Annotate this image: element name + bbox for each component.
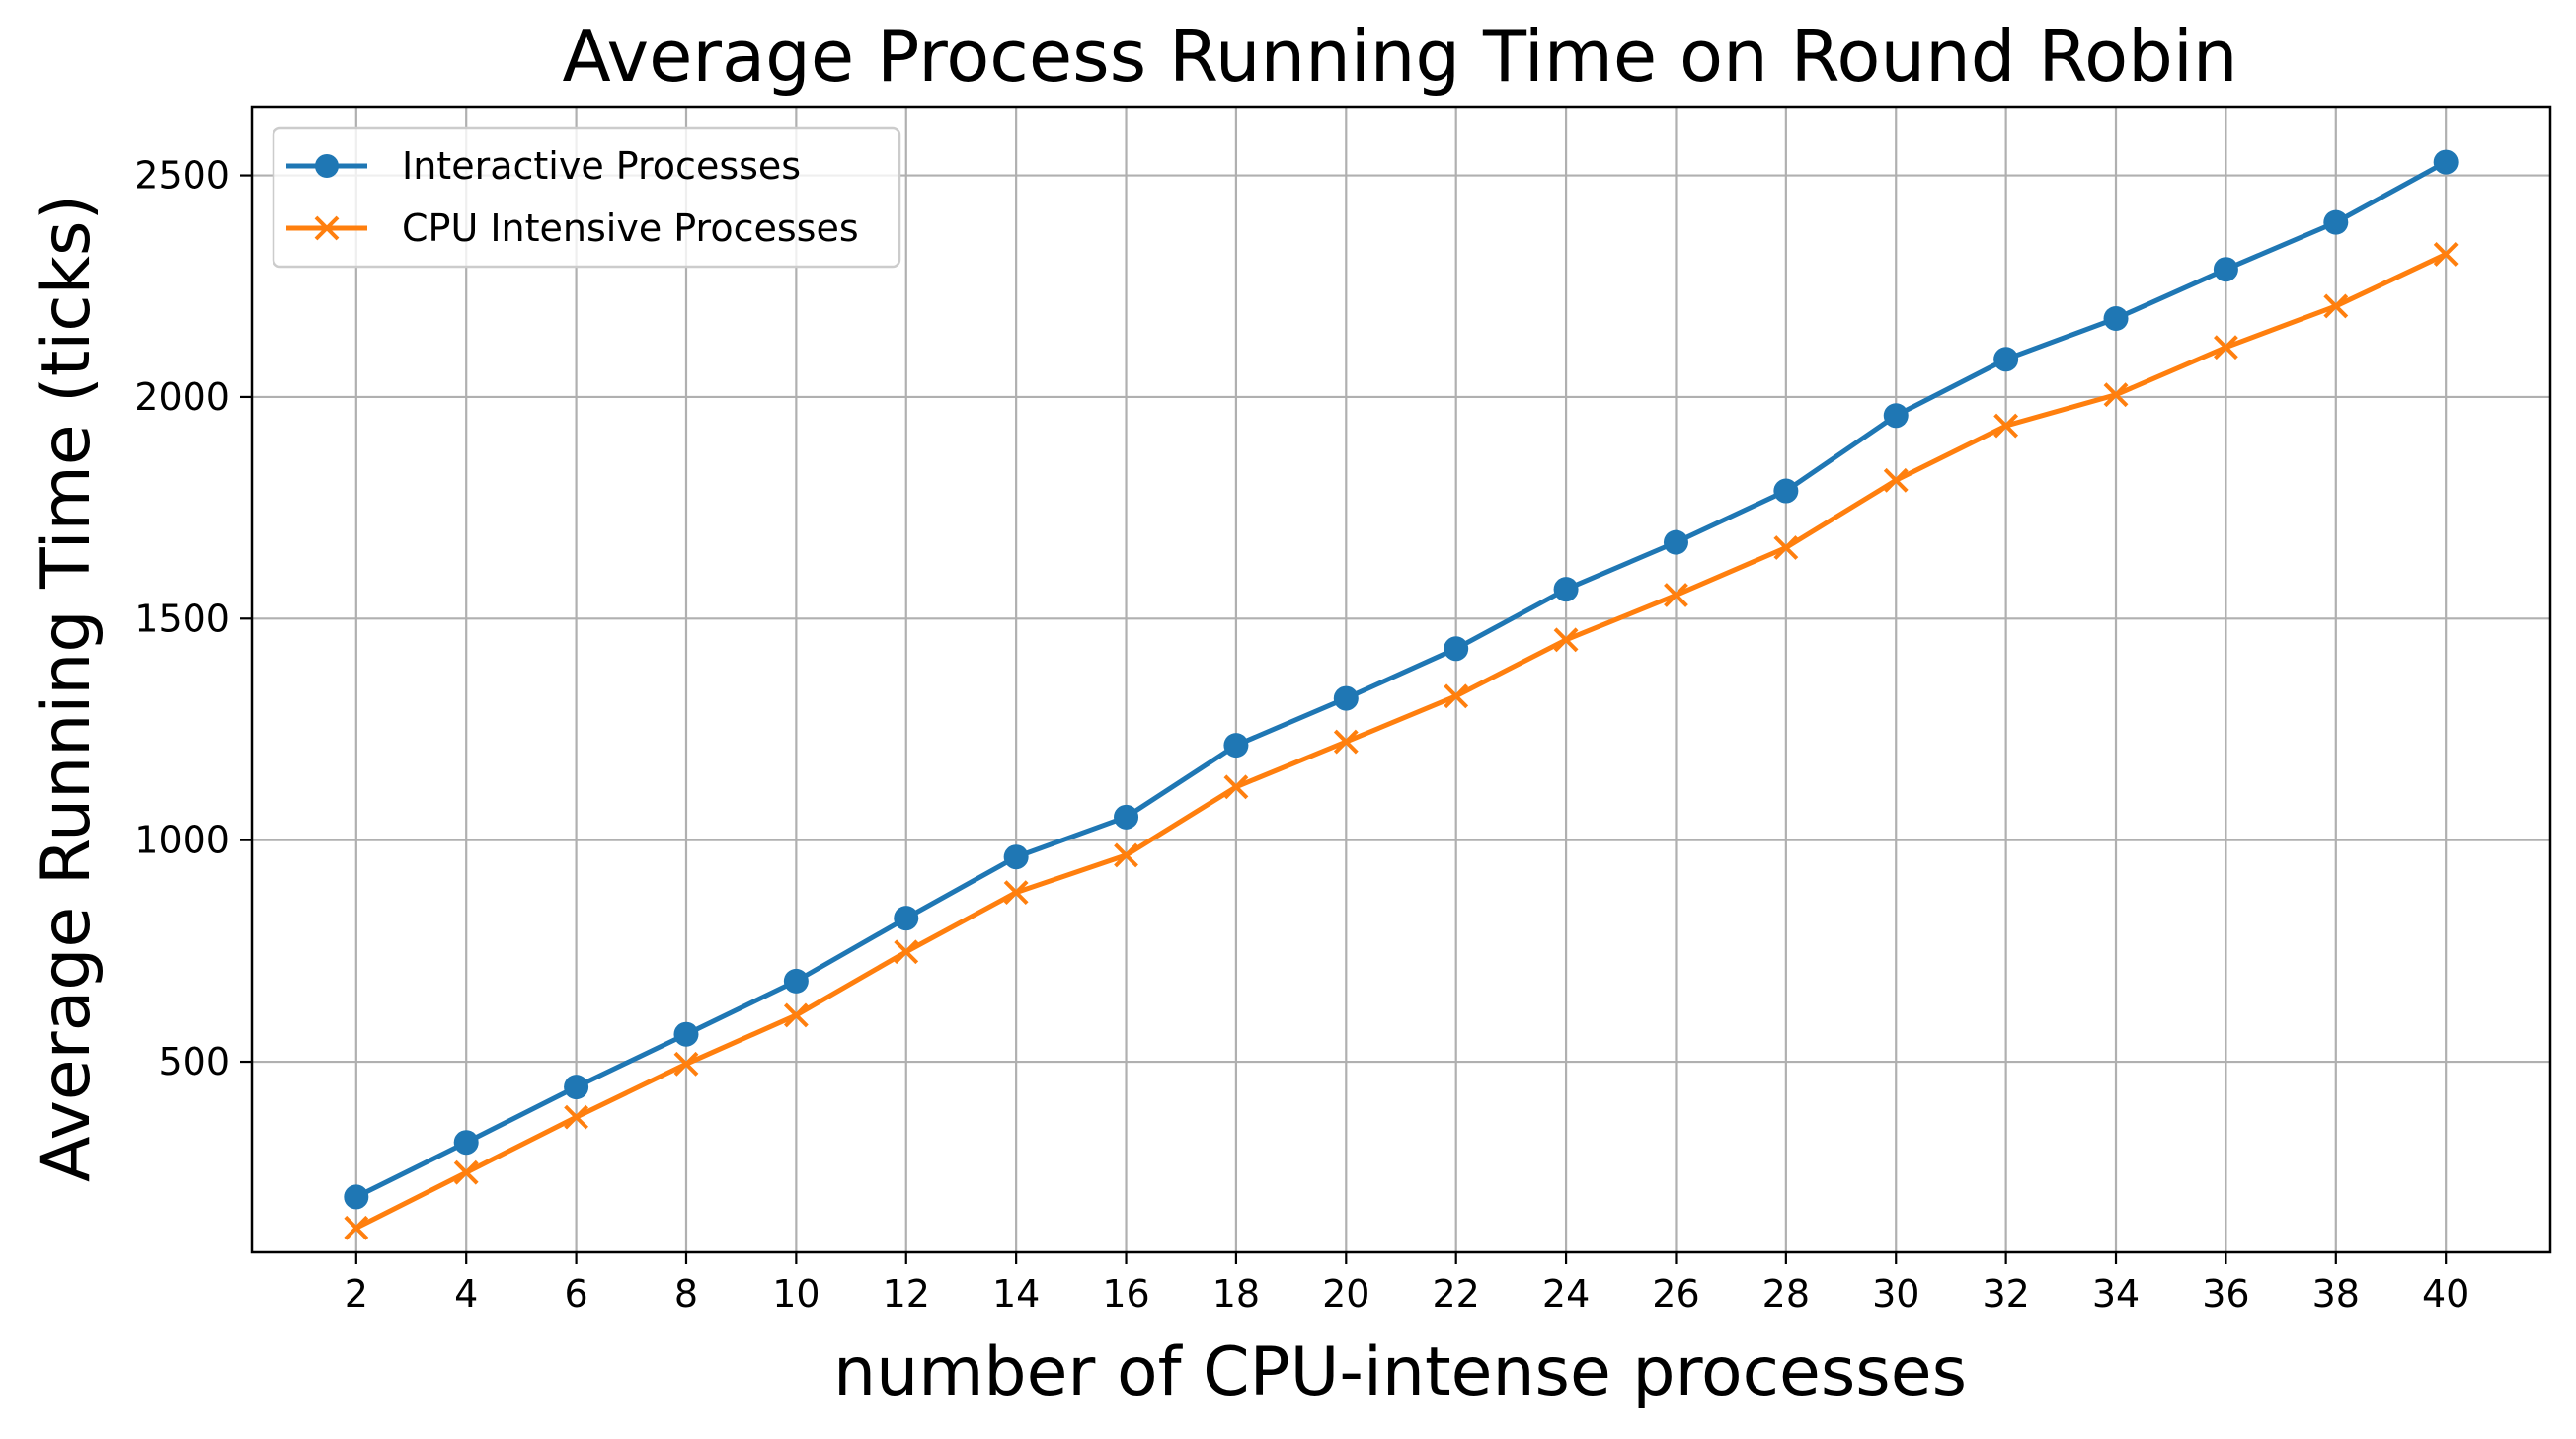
x-tick-label: 18 xyxy=(1212,1272,1260,1316)
data-point xyxy=(1333,729,1359,755)
legend: Interactive Processes CPU Intensive Proc… xyxy=(272,126,901,269)
plot-area-frame xyxy=(250,105,2552,1254)
data-point xyxy=(1553,577,1579,602)
series-line xyxy=(354,252,2448,1231)
y-tick-label: 2500 xyxy=(134,154,230,198)
y-tick-label: 500 xyxy=(158,1040,230,1083)
data-point xyxy=(1003,844,1029,870)
x-tick-label: 2 xyxy=(345,1272,368,1316)
data-point xyxy=(1003,880,1029,906)
y-axis-label: Average Running Time (ticks) xyxy=(28,195,106,1182)
data-point xyxy=(344,1215,369,1240)
data-point xyxy=(894,939,919,965)
legend-marker-x-icon xyxy=(314,215,340,241)
legend-box xyxy=(272,126,901,269)
x-tick-label: 28 xyxy=(1762,1272,1810,1316)
x-tick-label: 38 xyxy=(2312,1272,2360,1316)
data-point xyxy=(2433,242,2459,267)
x-tick-label: 30 xyxy=(1872,1272,1919,1316)
x-tick-label: 32 xyxy=(1982,1272,2029,1316)
data-point xyxy=(1553,627,1579,653)
x-axis-label: number of CPU-intense processes xyxy=(833,1333,1967,1411)
legend-entry-cpu: CPU Intensive Processes xyxy=(286,206,859,250)
data-point xyxy=(2433,149,2459,175)
data-point xyxy=(2103,305,2129,331)
data-point xyxy=(1444,636,1469,662)
x-tick-label: 12 xyxy=(883,1272,930,1316)
y-tick-label: 2000 xyxy=(134,375,230,419)
data-point xyxy=(564,1075,589,1100)
data-point xyxy=(2323,209,2349,235)
data-point xyxy=(564,1104,589,1130)
data-point xyxy=(1883,403,1909,429)
series-interactive xyxy=(344,149,2459,1210)
legend-label-interactive: Interactive Processes xyxy=(402,144,801,188)
x-axis-ticks: 2 4 6 8 10 12 14 16 18 20 22 24 26 28 30 32 34 36 38 40 xyxy=(345,1252,2469,1316)
data-point xyxy=(2213,257,2238,282)
x-tick-label: 6 xyxy=(564,1272,587,1316)
x-tick-label: 4 xyxy=(454,1272,478,1316)
data-point xyxy=(1664,583,1688,607)
x-tick-label: 34 xyxy=(2092,1272,2140,1316)
data-point xyxy=(1114,804,1139,830)
x-tick-label: 40 xyxy=(2422,1272,2469,1316)
data-point xyxy=(1114,842,1138,868)
data-point xyxy=(894,906,919,931)
data-point xyxy=(344,1184,369,1210)
legend-marker-circle-icon xyxy=(315,154,339,178)
data-point xyxy=(2323,293,2349,319)
data-point xyxy=(1333,685,1359,711)
data-point xyxy=(783,968,809,994)
series-cpu-intensive xyxy=(344,242,2459,1240)
x-tick-label: 8 xyxy=(674,1272,698,1316)
data-point xyxy=(2213,335,2238,360)
x-tick-label: 24 xyxy=(1542,1272,1590,1316)
data-point xyxy=(1993,413,2019,439)
data-point xyxy=(673,1051,699,1077)
data-point xyxy=(1223,774,1249,800)
grid-lines xyxy=(252,107,2550,1252)
data-point xyxy=(453,1159,479,1185)
series-line xyxy=(354,159,2448,1200)
data-point xyxy=(2103,382,2129,408)
legend-entry-interactive: Interactive Processes xyxy=(286,144,801,188)
y-tick-label: 1000 xyxy=(134,819,230,862)
x-tick-label: 10 xyxy=(772,1272,820,1316)
legend-label-cpu: CPU Intensive Processes xyxy=(402,206,859,250)
data-point xyxy=(1993,347,2019,372)
data-point xyxy=(1663,529,1688,555)
x-tick-label: 36 xyxy=(2202,1272,2249,1316)
x-tick-label: 16 xyxy=(1102,1272,1149,1316)
series-layer xyxy=(344,149,2459,1240)
x-tick-label: 20 xyxy=(1322,1272,1369,1316)
data-point xyxy=(1773,535,1799,560)
x-tick-label: 26 xyxy=(1652,1272,1699,1316)
x-tick-label: 22 xyxy=(1433,1272,1480,1316)
data-point xyxy=(1444,683,1469,709)
data-point xyxy=(453,1130,479,1156)
data-point xyxy=(783,1002,809,1028)
data-point xyxy=(1773,478,1799,504)
data-point xyxy=(1883,467,1909,493)
x-tick-label: 14 xyxy=(992,1272,1040,1316)
data-point xyxy=(1223,733,1249,759)
y-tick-label: 1500 xyxy=(134,597,230,640)
y-axis-ticks: 500 1000 1500 2000 2500 xyxy=(134,154,252,1083)
data-point xyxy=(673,1021,699,1047)
chart-title: Average Process Running Time on Round Ro… xyxy=(562,15,2237,98)
